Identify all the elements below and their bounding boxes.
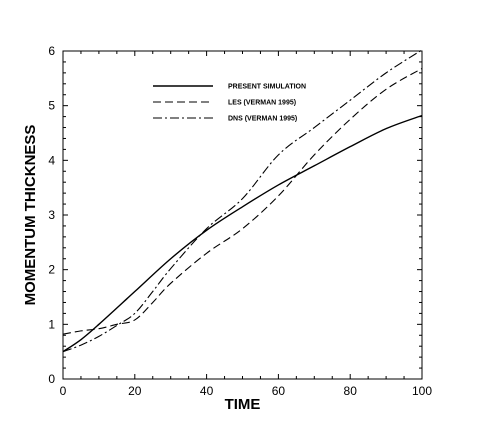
series-line-1 [62, 114, 423, 353]
y-tick-label: 4 [48, 153, 55, 167]
y-tick-label: 2 [48, 263, 55, 277]
y-tick-label: 6 [48, 44, 55, 58]
y-tick-label: 0 [48, 372, 55, 386]
y-axis-title: MOMENTUM THICKNESS [22, 125, 39, 306]
legend-label: DNS (VERMAN 1995) [228, 116, 297, 123]
legend-label: LES (VERMAN 1995) [228, 100, 296, 107]
x-tick-label: 80 [344, 384, 358, 398]
legend-label: PRESENT SIMULATION [228, 84, 306, 91]
axis-tick-labels: 0 20 40 60 80 100 0 1 2 3 4 5 6 [48, 44, 432, 398]
legend: PRESENT SIMULATION LES (VERMAN 1995) DNS (… [153, 84, 306, 123]
y-tick-label: 3 [48, 208, 55, 222]
x-tick-label: 60 [272, 384, 286, 398]
series-line-3 [62, 49, 423, 353]
y-tick-label: 5 [48, 99, 55, 113]
x-tick-label: 100 [412, 384, 432, 398]
x-tick-label: 0 [60, 384, 67, 398]
y-tick-label: 1 [48, 317, 55, 331]
axis-ticks [62, 50, 423, 380]
x-tick-label: 20 [128, 384, 142, 398]
x-axis-title: TIME [225, 396, 261, 413]
x-tick-label: 40 [200, 384, 214, 398]
data-series [62, 49, 423, 353]
series-line-2 [62, 68, 423, 335]
